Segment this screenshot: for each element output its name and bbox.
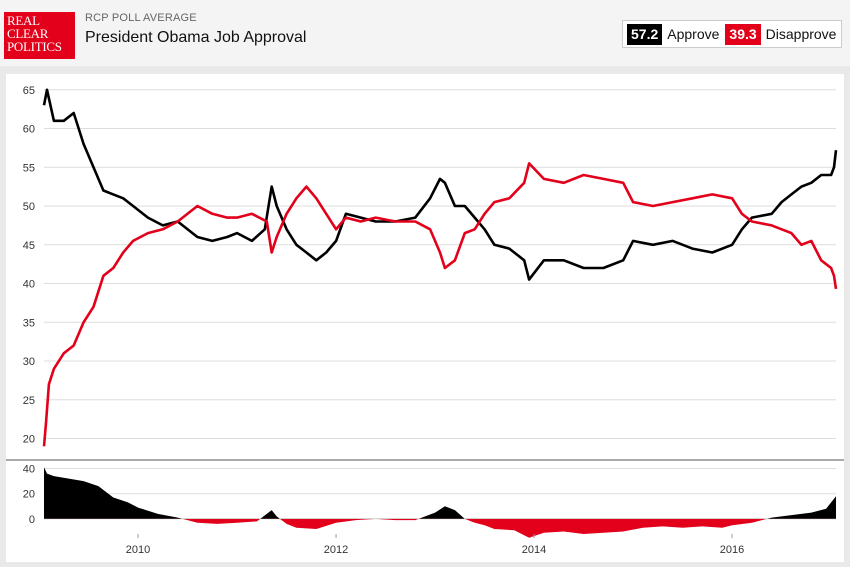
logo-line-3: POLITICS xyxy=(7,39,62,54)
spread-y-tick-label: 40 xyxy=(23,464,35,476)
y-tick-label: 30 xyxy=(23,356,35,368)
spread-y-tick-label: 0 xyxy=(29,514,35,526)
logo-line-2: CLEAR xyxy=(7,26,49,41)
chart-panel: 20 25 30 35 40 45 50 55 60 65 0 20 40 2010 2012 2014 201… xyxy=(6,74,844,562)
realclearpolitics-logo[interactable]: REAL CLEAR POLITICS xyxy=(4,12,75,59)
spread-area-negative xyxy=(44,518,836,538)
y-tick-label: 25 xyxy=(23,395,35,407)
approve-value-badge: 57.2 xyxy=(627,23,663,45)
spread-area-positive xyxy=(44,467,836,519)
logo-line-1: REAL xyxy=(7,13,40,28)
disapprove-line xyxy=(42,162,838,447)
y-tick-label: 65 xyxy=(23,85,35,97)
y-tick-label: 55 xyxy=(23,162,35,174)
x-tick-label: 2016 xyxy=(720,544,744,556)
approve-line xyxy=(42,88,838,281)
y-tick-label: 50 xyxy=(23,201,35,213)
chart-title: President Obama Job Approval xyxy=(85,29,307,46)
y-tick-label: 60 xyxy=(23,124,35,136)
disapprove-legend-label: Disapprove xyxy=(765,26,837,42)
spread-y-tick-label: 20 xyxy=(23,489,35,501)
legend: 57.2 Approve 39.3 Disapprove xyxy=(622,20,842,48)
approval-chart-svg[interactable]: 20 25 30 35 40 45 50 55 60 65 0 20 40 2010 2012 2014 201… xyxy=(6,74,844,562)
x-tick-label: 2014 xyxy=(522,544,546,556)
disapprove-value-badge: 39.3 xyxy=(725,23,761,45)
header-bar: REAL CLEAR POLITICS RCP POLL AVERAGE Pre… xyxy=(0,0,850,66)
y-tick-label: 35 xyxy=(23,317,35,329)
y-tick-label: 45 xyxy=(23,240,35,252)
y-tick-label: 40 xyxy=(23,279,35,291)
poll-kicker: RCP POLL AVERAGE xyxy=(85,12,197,24)
x-tick-label: 2010 xyxy=(126,544,150,556)
approve-legend-label: Approve xyxy=(667,26,720,42)
x-tick-label: 2012 xyxy=(324,544,348,556)
y-tick-label: 20 xyxy=(23,434,35,446)
